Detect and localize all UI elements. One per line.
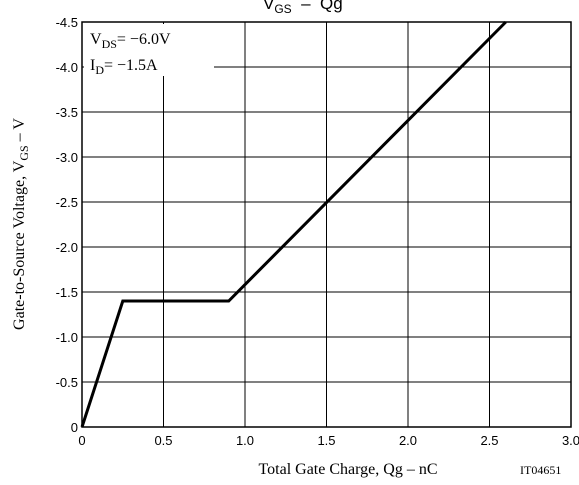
series-layer [80,20,507,428]
y-tick-label: -4.5 [56,15,78,30]
figure-id: IT04651 [520,463,561,477]
y-tick-label: -1.5 [56,285,78,300]
grid-lines [82,22,571,427]
plot-frame [81,21,572,428]
y-tick-label: -4.0 [56,60,78,75]
y-axis-label: Gate-to-Source Voltage, VGS – V [11,118,31,330]
y-tick-label: -3.5 [56,105,78,120]
x-tick-label: 2.5 [480,433,498,448]
x-tick-label: 0 [78,433,85,448]
x-tick-label: 1.0 [236,433,254,448]
y-tick-label: -1.0 [56,330,78,345]
condition-vds: VDS= −6.0V [90,31,171,51]
x-tick-label: 0.5 [154,433,172,448]
y-tick-label: -3.0 [56,150,78,165]
series-line [80,20,507,428]
x-tick-label: 2.0 [399,433,417,448]
y-tick-labels: 0 -0.5 -1.0 -1.5 -2.0 -2.5 -3.0 -3.5 -4.0 -4.5 [56,15,78,435]
y-tick-label: -2.5 [56,195,78,210]
y-tick-label: -2.0 [56,240,78,255]
chart-title: VGS – Qg [263,0,343,16]
x-tick-label: 3.0 [562,433,579,448]
y-tick-label: -0.5 [56,375,78,390]
x-axis-label: Total Gate Charge, Qg – nC [259,461,438,478]
conditions-box [84,24,214,76]
y-tick-label: 0 [71,420,78,435]
x-tick-label: 1.5 [317,433,335,448]
x-tick-labels: 0 0.5 1.0 1.5 2.0 2.5 3.0 [78,433,579,448]
condition-id: ID= −1.5A [90,57,158,77]
